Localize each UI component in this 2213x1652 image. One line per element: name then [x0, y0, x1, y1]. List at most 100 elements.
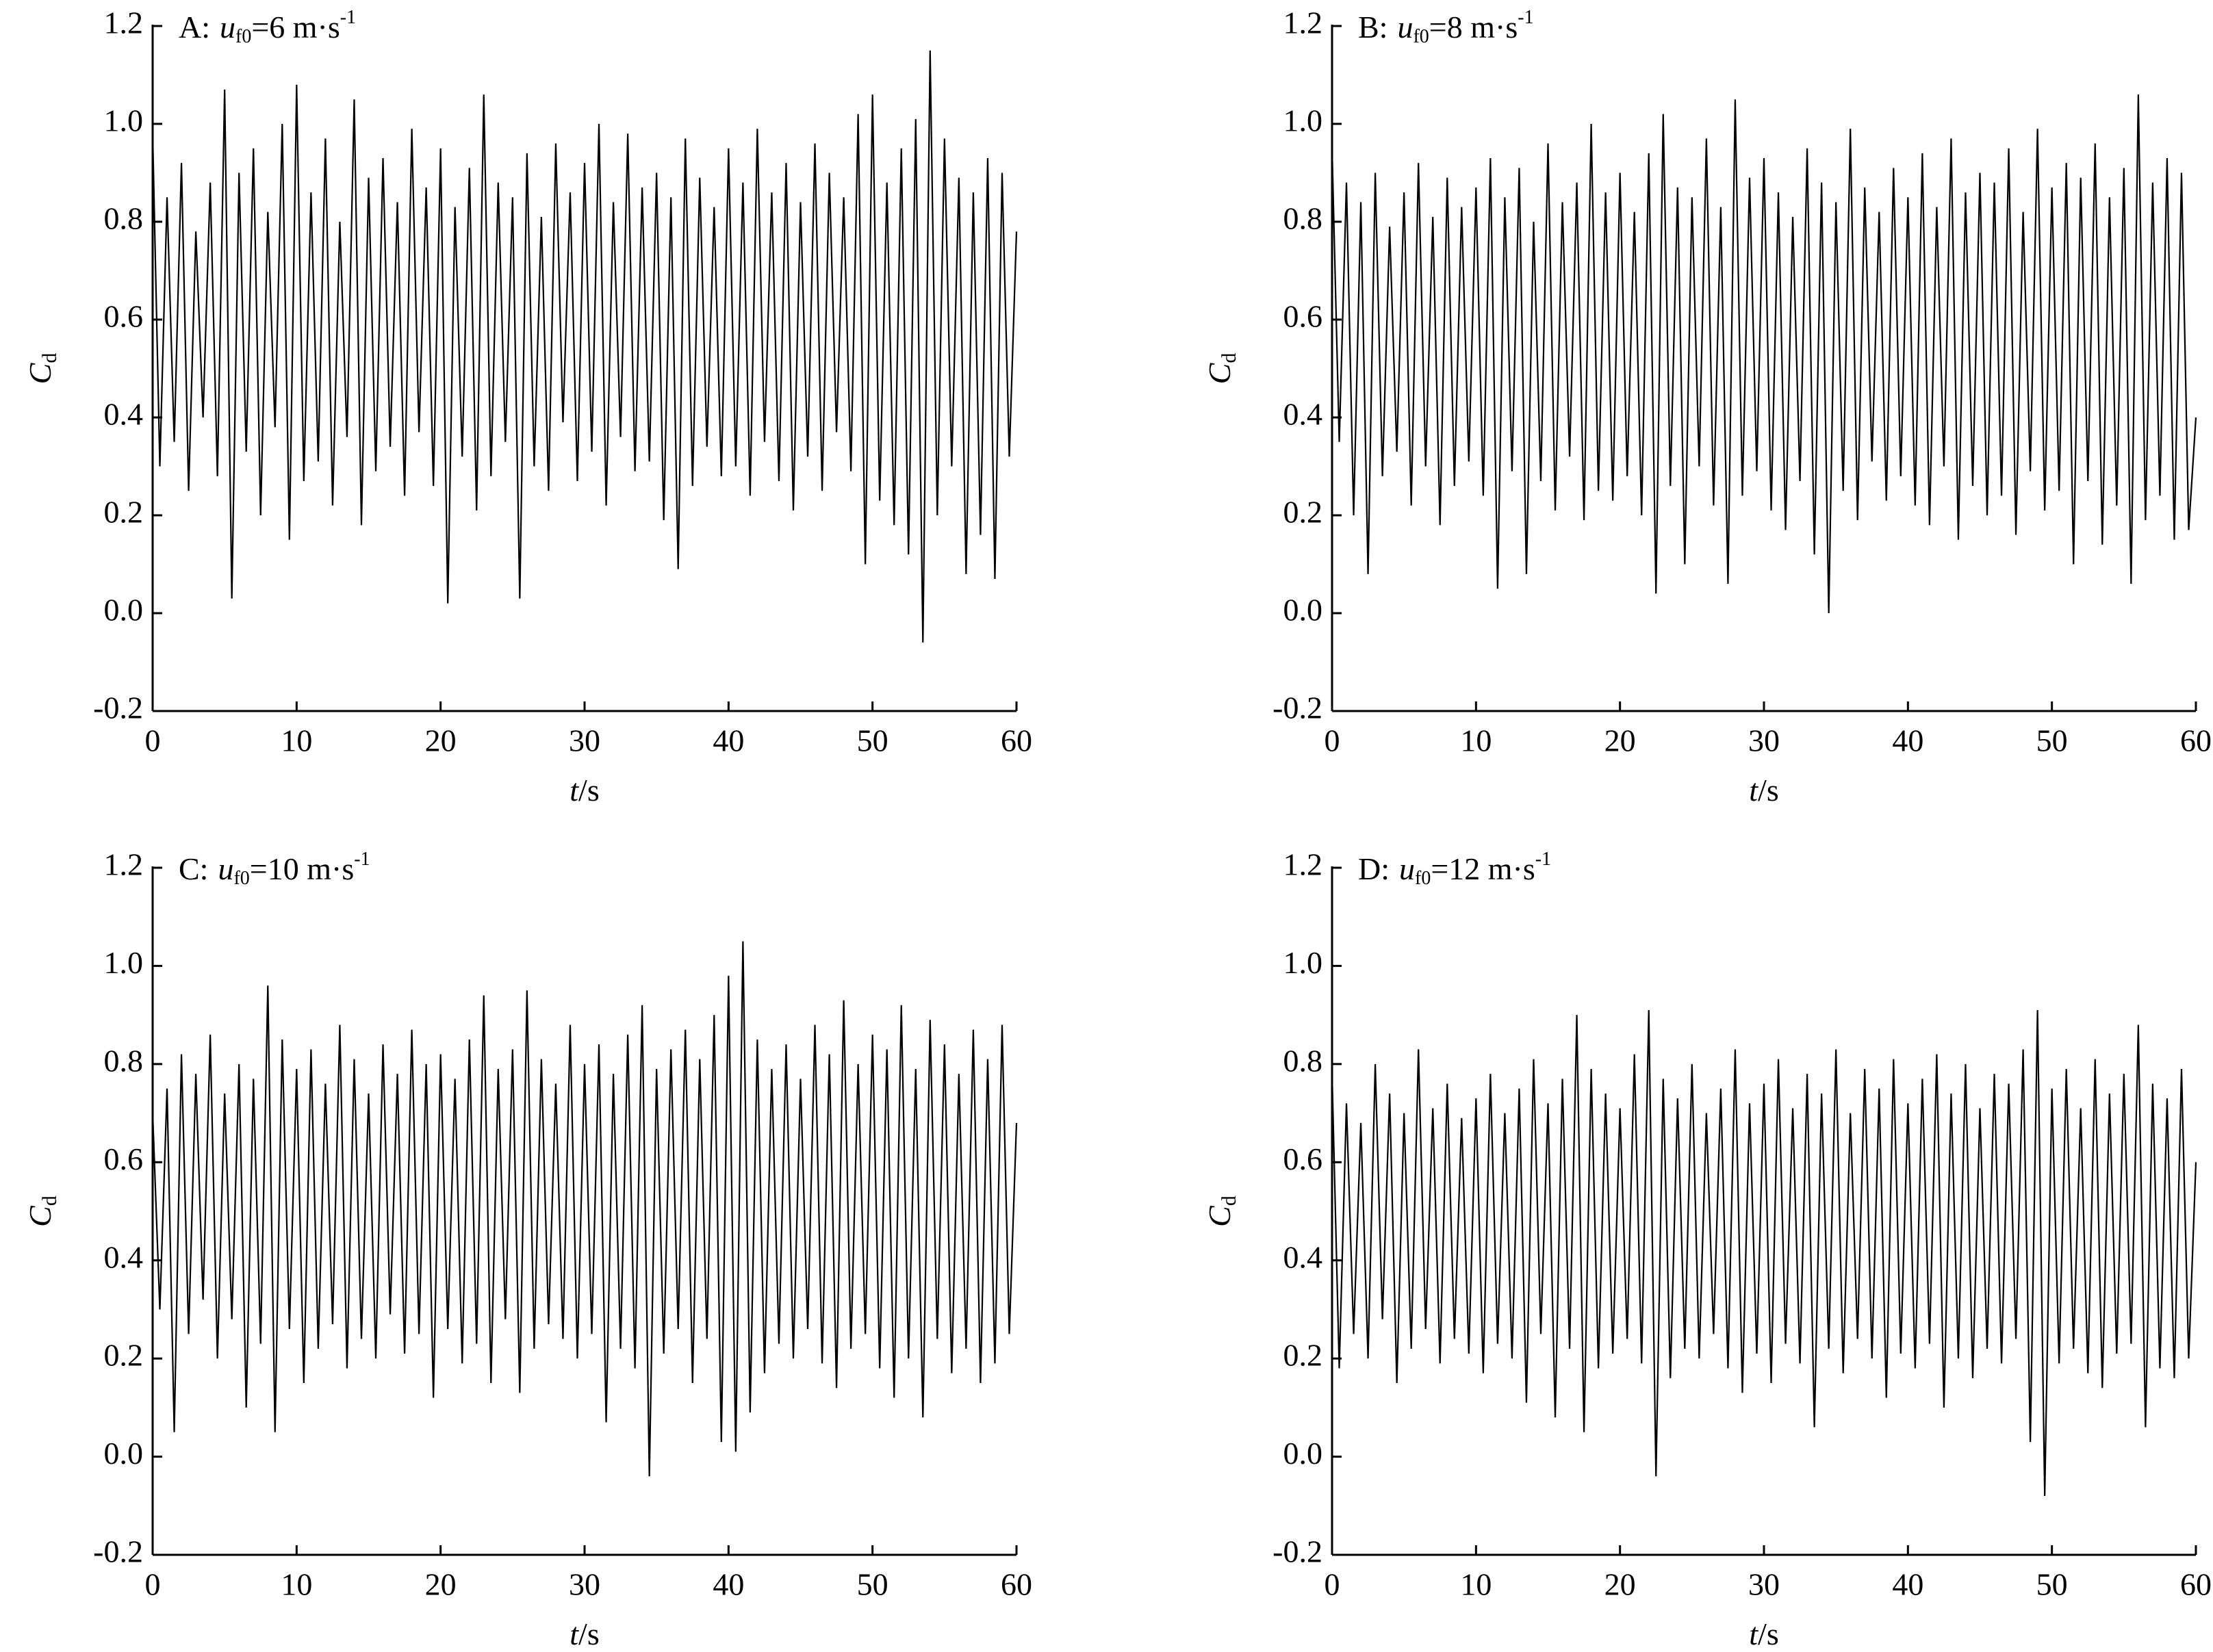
y-tick-label: 0.8 — [1283, 1043, 1323, 1078]
y-tick-label: 0.0 — [104, 1436, 144, 1471]
y-tick-label: 0.2 — [1283, 495, 1323, 530]
y-tick-label: 0.4 — [1283, 1239, 1323, 1274]
y-axis-label-sub: d — [1218, 353, 1240, 363]
y-tick-label: 0.6 — [104, 1141, 144, 1176]
panel: -0.2 0.0 0.2 0.4 0.6 0.8 1.0 1.2 0 10 20 30 40 50 60 t/… — [1202, 847, 2212, 1651]
x-tick-label: 10 — [1460, 1567, 1492, 1602]
x-tick-label: 10 — [1460, 723, 1492, 758]
y-tick-label: 0.0 — [1283, 1436, 1323, 1471]
y-tick-label: 1.0 — [1283, 103, 1323, 138]
y-tick-label: 0.2 — [104, 1338, 144, 1373]
y-tick-label: 1.2 — [104, 5, 144, 40]
x-axis-label: t/s — [1749, 1616, 1778, 1649]
x-tick-label: 40 — [713, 723, 744, 758]
x-axis-label-unit: /s — [1758, 773, 1779, 808]
y-tick-label: 1.0 — [1283, 945, 1323, 980]
panel-label-sup: -1 — [340, 7, 356, 28]
y-tick-label: 0.0 — [104, 593, 144, 628]
x-axis-label-unit: /s — [1758, 1616, 1779, 1649]
panel-label-sup: -1 — [1535, 849, 1551, 870]
x-tick-label: 30 — [1748, 723, 1780, 758]
x-tick-label: 50 — [857, 1567, 888, 1602]
panel-label-sub: f0 — [1413, 26, 1429, 47]
y-axis-label-sub: d — [38, 1196, 61, 1206]
panel-label: C: uf0=10 m·s-1 — [179, 849, 370, 889]
panel-label-var: u — [1397, 10, 1413, 44]
panel-label-var: u — [220, 10, 235, 44]
y-tick-label: 1.2 — [104, 847, 144, 882]
panel-label-eq: =10 m·s — [250, 851, 354, 886]
y-tick-label: 1.0 — [104, 103, 144, 138]
x-axis-label: t/s — [570, 1616, 599, 1649]
x-tick-label: 30 — [569, 723, 600, 758]
panel-label: A: uf0=6 m·s-1 — [179, 7, 356, 47]
data-line — [1331, 94, 2197, 614]
x-tick-label: 0 — [1325, 723, 1340, 758]
x-tick-label: 50 — [2036, 723, 2068, 758]
x-axis-label-var: t — [570, 1616, 579, 1649]
x-tick-label: 50 — [2036, 1567, 2068, 1602]
y-tick-label: 1.2 — [1283, 847, 1323, 882]
y-axis-label-sub: d — [38, 353, 61, 363]
y-tick-label: 0.4 — [104, 397, 144, 432]
y-tick-label: 0.2 — [104, 495, 144, 530]
panel-label-var: u — [1399, 851, 1415, 886]
panel-label-sup: -1 — [354, 849, 370, 870]
x-tick-label: 50 — [857, 723, 888, 758]
data-line — [1331, 1009, 2197, 1496]
y-axis-label: Cd — [1202, 353, 1240, 385]
y-tick-label: 1.0 — [104, 945, 144, 980]
x-tick-label: 40 — [1892, 1567, 1923, 1602]
y-tick-label: 0.8 — [1283, 201, 1323, 236]
panel-label-sub: f0 — [1415, 868, 1431, 889]
y-tick-label: 0.6 — [1283, 299, 1323, 334]
y-axis-label: Cd — [23, 353, 61, 385]
y-tick-label: 0.6 — [1283, 1141, 1323, 1176]
y-tick-label: 0.0 — [1283, 593, 1323, 628]
y-axis-label-var: C — [23, 1205, 57, 1227]
y-tick-label: -0.2 — [1272, 1534, 1322, 1569]
x-tick-label: 40 — [713, 1567, 744, 1602]
x-axis-label-var: t — [1749, 1616, 1758, 1649]
y-tick-label: 0.4 — [104, 1239, 144, 1274]
x-tick-label: 60 — [1001, 723, 1032, 758]
x-tick-label: 30 — [569, 1567, 600, 1602]
x-tick-label: 30 — [1748, 1567, 1780, 1602]
y-tick-label: -0.2 — [93, 691, 143, 725]
panel-label-sup: -1 — [1518, 7, 1533, 28]
panel-label-eq: =6 m·s — [251, 10, 340, 44]
panel-label-eq: =8 m·s — [1429, 10, 1518, 44]
y-axis-label: Cd — [23, 1196, 61, 1227]
y-axis-label-sub: d — [1218, 1196, 1240, 1206]
panel-label-sub: f0 — [233, 868, 249, 889]
panel-label: D: uf0=12 m·s-1 — [1358, 849, 1551, 889]
x-tick-label: 40 — [1892, 723, 1923, 758]
x-axis-label: t/s — [1749, 773, 1778, 808]
panel-label-prefix: A: — [179, 10, 210, 44]
x-tick-label: 0 — [145, 723, 161, 758]
y-tick-label: 1.2 — [1283, 5, 1323, 40]
x-axis-label-unit: /s — [578, 1616, 600, 1649]
x-tick-label: 20 — [1604, 723, 1636, 758]
y-tick-label: 0.6 — [104, 299, 144, 334]
panel: -0.2 0.0 0.2 0.4 0.6 0.8 1.0 1.2 0 10 20 30 40 50 60 t/… — [23, 5, 1032, 808]
panel-label-sub: f0 — [235, 26, 251, 47]
x-tick-label: 20 — [425, 1567, 457, 1602]
y-tick-label: 0.8 — [104, 1043, 144, 1078]
y-tick-label: -0.2 — [1272, 691, 1322, 725]
x-tick-label: 20 — [1604, 1567, 1636, 1602]
panel: -0.2 0.0 0.2 0.4 0.6 0.8 1.0 1.2 0 10 20 30 40 50 60 t/… — [23, 847, 1032, 1651]
x-tick-label: 60 — [2180, 1567, 2212, 1602]
panel-label: B: uf0=8 m·s-1 — [1358, 7, 1534, 47]
y-tick-label: 0.8 — [104, 201, 144, 236]
y-axis-label: Cd — [1202, 1196, 1240, 1227]
y-tick-label: 0.4 — [1283, 397, 1323, 432]
panel-label-prefix: D: — [1358, 851, 1390, 886]
x-axis-label-var: t — [570, 773, 579, 808]
x-axis-label-var: t — [1749, 773, 1758, 808]
panel-label-prefix: B: — [1358, 10, 1387, 44]
panel: -0.2 0.0 0.2 0.4 0.6 0.8 1.0 1.2 0 10 20 30 40 50 60 t/… — [1202, 5, 2212, 808]
x-tick-label: 0 — [145, 1567, 161, 1602]
